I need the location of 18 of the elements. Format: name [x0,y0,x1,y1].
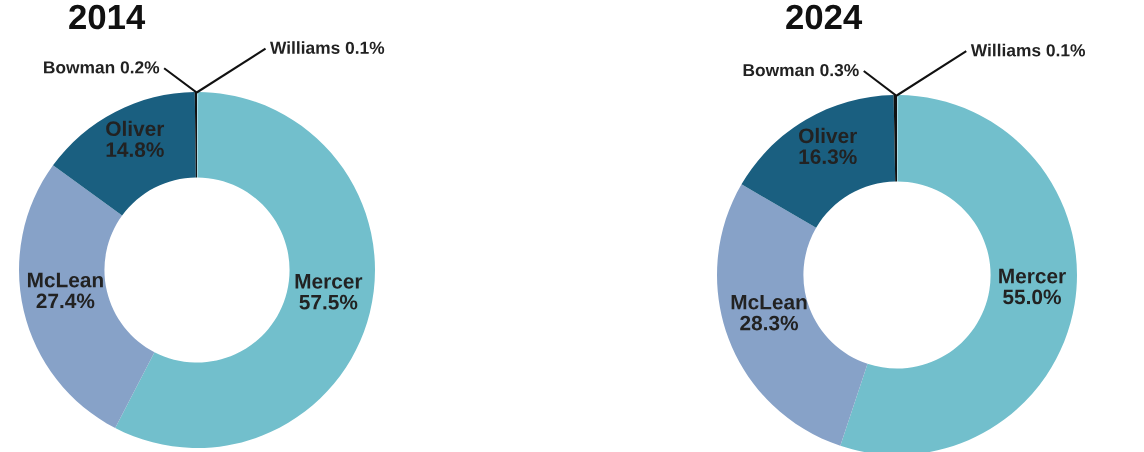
slice-label: Mercer [999,268,1066,284]
slice-label: McLean [731,294,807,310]
slice-label: Bowman 0.2% [44,61,160,74]
data-label: 57.5% [299,294,358,310]
slice-label: Mercer [295,274,363,289]
slice-label: McLean [27,272,103,288]
data-label: 27.4% [36,293,95,309]
slice-label: Oliver [799,127,857,144]
data-label: 16.3% [799,149,857,165]
data-label: 14.8% [106,142,164,158]
data-label: 55.0% [1003,289,1061,305]
chart-title: 2014 [69,4,146,30]
slice-label: Oliver [106,120,165,137]
data-label: 28.3% [740,315,799,331]
chart-title: 2024 [786,4,863,30]
slice-label: Bowman 0.3% [743,63,859,77]
slice-label: Williams 0.1% [970,43,1086,57]
slice-label: Williams 0.1% [270,41,385,54]
